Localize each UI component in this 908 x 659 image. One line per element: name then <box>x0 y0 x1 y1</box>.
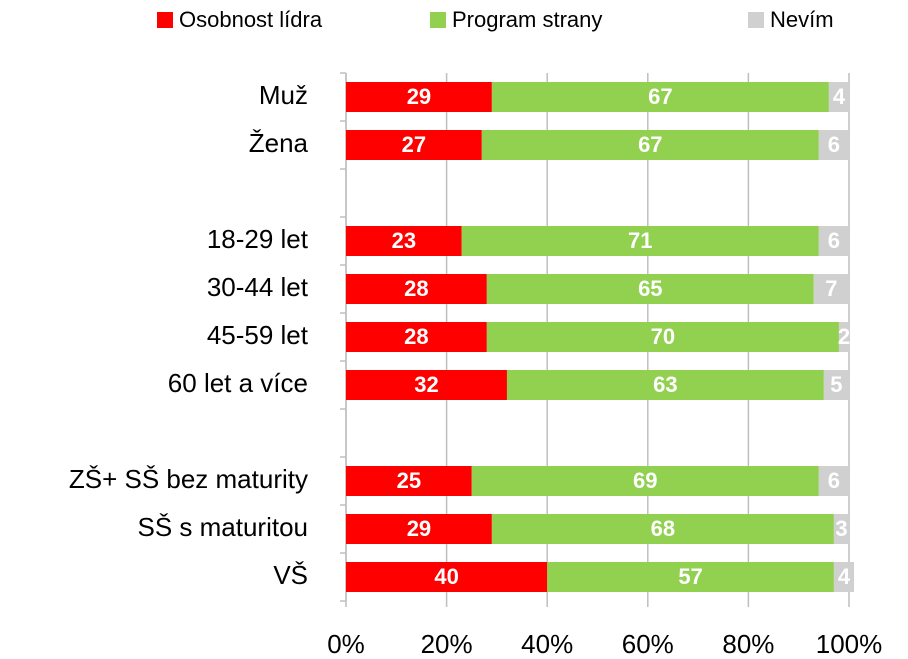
bar-segment <box>486 322 839 352</box>
legend-swatch <box>430 12 446 28</box>
bar-segment <box>346 226 462 256</box>
bar-segment <box>833 514 849 544</box>
data-label: 27 <box>402 132 426 157</box>
bar-segment <box>346 274 487 304</box>
category-label: 30-44 let <box>207 272 309 302</box>
x-tick-label: 80% <box>722 629 774 659</box>
bar-segment <box>506 370 824 400</box>
bar-segment <box>346 466 472 496</box>
bar-segment <box>346 130 482 160</box>
bar-segment <box>491 514 834 544</box>
x-tick-label: 100% <box>816 629 883 659</box>
data-label: 3 <box>835 516 847 541</box>
bar-segment <box>346 514 492 544</box>
data-label: 6 <box>828 228 840 253</box>
bar-segment <box>833 562 855 592</box>
x-tick-label: 60% <box>622 629 674 659</box>
x-tick-label: 20% <box>421 629 473 659</box>
category-label: SŠ s maturitou <box>137 512 308 542</box>
data-label: 23 <box>392 228 416 253</box>
category-label: Muž <box>259 80 308 110</box>
legend-label: Osobnost lídra <box>179 7 323 32</box>
data-label: 67 <box>648 84 672 109</box>
category-label: VŠ <box>273 560 308 590</box>
bar-segment <box>346 322 487 352</box>
category-label: ZŠ+ SŠ bez maturity <box>69 464 308 494</box>
data-label: 4 <box>838 564 851 589</box>
bar-segment <box>547 562 834 592</box>
data-label: 6 <box>828 132 840 157</box>
data-label: 71 <box>628 228 652 253</box>
bar-segment <box>813 274 849 304</box>
data-label: 5 <box>830 372 842 397</box>
data-label: 70 <box>651 324 675 349</box>
bar-segment <box>818 130 849 160</box>
data-label: 40 <box>434 564 458 589</box>
category-label: Žena <box>249 128 309 158</box>
data-label: 6 <box>828 468 840 493</box>
data-label: 63 <box>653 372 677 397</box>
legend-swatch <box>157 12 173 28</box>
data-label: 68 <box>651 516 675 541</box>
bar-segment <box>346 370 507 400</box>
data-label: 32 <box>414 372 438 397</box>
data-label: 25 <box>397 468 421 493</box>
bar-segment <box>486 274 814 304</box>
bar-segment <box>461 226 819 256</box>
data-label: 28 <box>404 276 428 301</box>
bar-segment <box>346 562 548 592</box>
data-label: 29 <box>407 516 431 541</box>
bar-segment <box>491 82 829 112</box>
x-tick-label: 0% <box>327 629 365 659</box>
data-label: 4 <box>833 84 846 109</box>
bar-segment <box>818 226 849 256</box>
category-label: 60 let a více <box>168 368 308 398</box>
bar-segment <box>818 466 849 496</box>
data-label: 28 <box>404 324 428 349</box>
data-label: 7 <box>825 276 837 301</box>
legend-swatch <box>748 12 764 28</box>
data-label: 57 <box>678 564 702 589</box>
legend-label: Nevím <box>770 7 834 32</box>
bar-segment <box>471 466 819 496</box>
bar-segment <box>823 370 849 400</box>
data-label: 69 <box>633 468 657 493</box>
data-label: 65 <box>638 276 662 301</box>
data-label: 29 <box>407 84 431 109</box>
bar-segment <box>838 322 849 352</box>
category-label: 18-29 let <box>207 224 309 254</box>
bar-segment <box>828 82 849 112</box>
bar-segment <box>481 130 819 160</box>
data-label: 2 <box>838 324 850 349</box>
legend-label: Program strany <box>452 7 602 32</box>
x-tick-label: 40% <box>521 629 573 659</box>
bar-segment <box>346 82 492 112</box>
category-label: 45-59 let <box>207 320 309 350</box>
data-label: 67 <box>638 132 662 157</box>
